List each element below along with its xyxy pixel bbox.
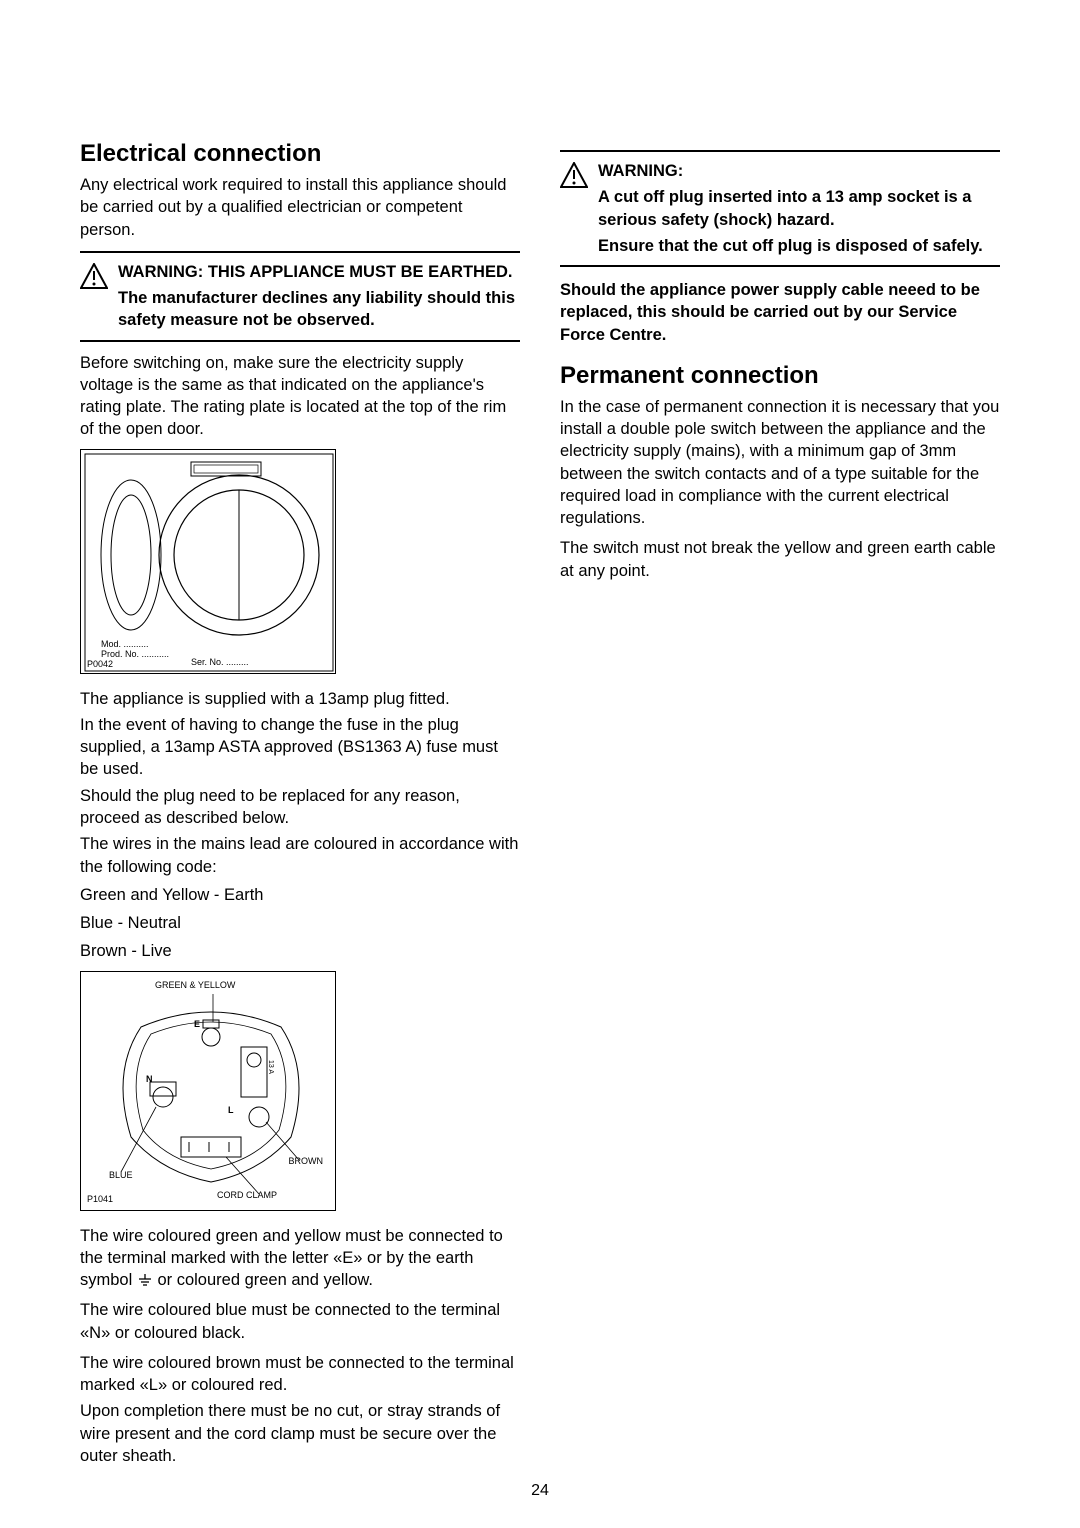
left-column: Electrical connection Any electrical wor…: [80, 140, 520, 1471]
cable-replace-note: Should the appliance power supply cable …: [560, 279, 1000, 346]
wire-brown-connect: The wire coloured brown must be connecte…: [80, 1352, 520, 1397]
rating-plate-para: Before switching on, make sure the elect…: [80, 352, 520, 441]
permanent-para1: In the case of permanent connection it i…: [560, 396, 1000, 530]
warning-triangle-icon: [80, 263, 108, 289]
completion-note: Upon completion there must be no cut, or…: [80, 1400, 520, 1467]
fig1-p: P0042: [87, 659, 113, 669]
wire-blue-connect: The wire coloured blue must be connected…: [80, 1299, 520, 1344]
permanent-title: Permanent connection: [560, 362, 1000, 390]
fig1-mod: Mod. ..........: [101, 639, 149, 649]
warning-triangle-icon: [560, 162, 588, 188]
warn2-l1: A cut off plug inserted into a 13 amp so…: [598, 186, 1000, 231]
page-number: 24: [0, 1482, 1080, 1500]
warn2-label: WARNING:: [598, 162, 683, 180]
wire-blue: Blue - Neutral: [80, 912, 520, 934]
fig1-ser: Ser. No. .........: [191, 657, 249, 667]
warning-earthed-text: WARNING: THIS APPLIANCE MUST BE EARTHED.…: [118, 261, 520, 332]
plug-13amp: The appliance is supplied with a 13amp p…: [80, 688, 520, 710]
plug-fuse: In the event of having to change the fus…: [80, 714, 520, 781]
electrical-title: Electrical connection: [80, 140, 520, 168]
warn1-line2: The manufacturer declines any liability …: [118, 287, 520, 332]
wire-gy-connect: The wire coloured green and yellow must …: [80, 1225, 520, 1292]
electrical-intro: Any electrical work required to install …: [80, 174, 520, 241]
door-diagram: Mod. .......... Prod. No. ........... Se…: [80, 449, 336, 674]
fig2-gy: GREEN & YELLOW: [155, 980, 235, 990]
fig2-l: L: [228, 1105, 234, 1115]
earth-symbol-icon: [137, 1273, 153, 1289]
warning-cutoff-text: WARNING: A cut off plug inserted into a …: [598, 160, 1000, 257]
plug-diagram: GREEN & YELLOW E L N 13 A BROWN BLUE COR…: [80, 971, 336, 1211]
warning-cutoff: WARNING: A cut off plug inserted into a …: [560, 150, 1000, 267]
fig2-p: P1041: [87, 1194, 113, 1204]
fig2-13a: 13 A: [267, 1060, 274, 1074]
warn2-l2: Ensure that the cut off plug is disposed…: [598, 235, 1000, 257]
permanent-para2: The switch must not break the yellow and…: [560, 537, 1000, 582]
fig1-prod: Prod. No. ...........: [101, 649, 169, 659]
wire-gy-post: or coloured green and yellow.: [157, 1271, 373, 1289]
fig2-cord: CORD CLAMP: [217, 1190, 277, 1200]
content-columns: Electrical connection Any electrical wor…: [80, 140, 1000, 1471]
fig2-n: N: [146, 1074, 153, 1084]
wire-brown: Brown - Live: [80, 940, 520, 962]
warning-earthed: WARNING: THIS APPLIANCE MUST BE EARTHED.…: [80, 251, 520, 342]
right-column: WARNING: A cut off plug inserted into a …: [560, 140, 1000, 1471]
plug-replace: Should the plug need to be replaced for …: [80, 785, 520, 830]
fig2-e: E: [194, 1019, 200, 1029]
fig2-blue: BLUE: [109, 1170, 133, 1180]
warn1-line1: WARNING: THIS APPLIANCE MUST BE EARTHED.: [118, 263, 512, 281]
wire-greenyellow: Green and Yellow - Earth: [80, 884, 520, 906]
plug-wirecode: The wires in the mains lead are coloured…: [80, 833, 520, 878]
fig2-brown: BROWN: [289, 1156, 324, 1166]
